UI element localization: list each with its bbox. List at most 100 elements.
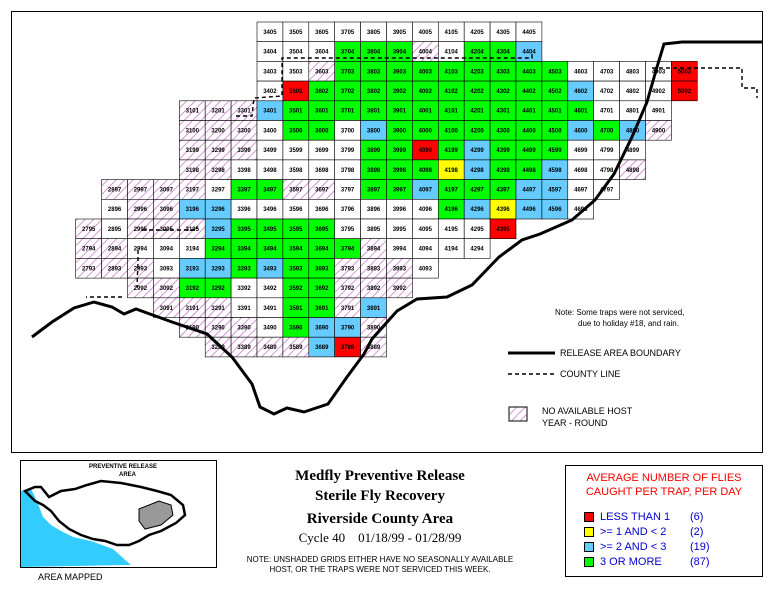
grid-cell-label: 2897 bbox=[108, 187, 122, 193]
grid-cell-label: 3597 bbox=[289, 187, 303, 193]
grid-cell-label: 3994 bbox=[393, 247, 407, 253]
grid-cell-label: 4099 bbox=[419, 148, 433, 154]
grid-cell-label: 4199 bbox=[445, 148, 459, 154]
grid-cell-label: 4499 bbox=[522, 148, 536, 154]
grid-cell-label: 3298 bbox=[211, 168, 225, 174]
grid-cell-label: 3798 bbox=[341, 168, 355, 174]
grid-cell-label: 3704 bbox=[341, 50, 355, 56]
grid-cell-label: 3799 bbox=[341, 148, 355, 154]
grid-cell-label: 3797 bbox=[341, 187, 355, 193]
legend-swatch-green bbox=[584, 557, 594, 567]
grid-cell-label: 3893 bbox=[367, 266, 381, 272]
grid-cell-label: 3792 bbox=[341, 286, 355, 292]
inset-map: PREVENTIVE RELEASE AREA bbox=[20, 460, 217, 568]
legend-host-swatch bbox=[508, 406, 528, 422]
grid-cell-label: 3292 bbox=[211, 286, 225, 292]
inset-mapped-area bbox=[138, 500, 174, 530]
grid-cell-label: 3996 bbox=[393, 207, 407, 213]
grid-cell-label: 3193 bbox=[186, 266, 200, 272]
grid-cell-label: 3889 bbox=[367, 345, 381, 351]
grid-cell-label: 4698 bbox=[574, 168, 588, 174]
grid-cell-label: 3901 bbox=[393, 109, 407, 115]
grid-cell-3992 bbox=[386, 277, 413, 299]
grid-cell-label: 3702 bbox=[341, 89, 355, 95]
title-note-1: NOTE: UNSHADED GRIDS EITHER HAVE NO SEAS… bbox=[246, 555, 514, 564]
legend-title-1: AVERAGE NUMBER OF FLIES bbox=[586, 472, 742, 484]
grid-cell-label: 4105 bbox=[445, 30, 459, 36]
grid-cell-label: 3092 bbox=[160, 286, 174, 292]
grid-cell-label: 3595 bbox=[289, 227, 303, 233]
grid-cell-label: 3391 bbox=[237, 306, 251, 312]
grid-cell-label: 4302 bbox=[496, 89, 510, 95]
grid-cell-label: 3389 bbox=[237, 345, 251, 351]
legend-label-red: LESS THAN 1 bbox=[600, 511, 671, 523]
legend-label-green: 3 OR MORE bbox=[600, 556, 662, 568]
grid-cell-label: 3199 bbox=[186, 148, 200, 154]
grid-cell-label: 4095 bbox=[419, 227, 433, 233]
grid-cell-label: 3905 bbox=[393, 30, 407, 36]
grid-cell-label: 3492 bbox=[263, 286, 277, 292]
grid-cell-label: 4201 bbox=[470, 109, 484, 115]
grid-cell-label: 4000 bbox=[419, 128, 433, 134]
grid-cell-label: 3496 bbox=[263, 207, 277, 213]
grid-cell-label: 3600 bbox=[315, 128, 329, 134]
grid-cell-label: 4304 bbox=[496, 50, 510, 56]
grid-cell-label: 3197 bbox=[186, 187, 200, 193]
grid-cell-label: 4298 bbox=[470, 168, 484, 174]
grid-cell-label: 3396 bbox=[237, 207, 251, 213]
note-line-1: Note: Some traps were not serviced, bbox=[555, 308, 685, 317]
grid-cell-label: 4197 bbox=[445, 187, 459, 193]
grid-cell-label: 2994 bbox=[134, 247, 148, 253]
grid-cell-label: 4294 bbox=[470, 247, 484, 253]
grid-cell-label: 4500 bbox=[548, 128, 562, 134]
grid-cell-label: 3291 bbox=[211, 306, 225, 312]
grid-cell-label: 3603 bbox=[315, 69, 329, 75]
grid-cell-label: 4599 bbox=[548, 148, 562, 154]
grid-cell-label: 3902 bbox=[393, 89, 407, 95]
grid-cell-4093 bbox=[412, 258, 439, 279]
grid-cell-label: 3498 bbox=[263, 168, 277, 174]
grid-cell-label: 3791 bbox=[341, 306, 355, 312]
grid-cell-label: 4802 bbox=[626, 89, 640, 95]
inset-land-outline bbox=[22, 479, 187, 547]
grid-cell-label: 3899 bbox=[367, 148, 381, 154]
grid-cell-label: 4700 bbox=[600, 128, 614, 134]
grid-cell-label: 4898 bbox=[626, 168, 640, 174]
grid-cell-label: 2896 bbox=[108, 207, 122, 213]
grid-cell-label: 3194 bbox=[186, 247, 200, 253]
grid-cell-label: 3690 bbox=[315, 325, 329, 331]
grid-cell-4696 bbox=[567, 199, 594, 220]
grid-cell-label: 3894 bbox=[367, 247, 381, 253]
grid-cell-label: 3693 bbox=[315, 266, 329, 272]
grid-cell-label: 4205 bbox=[470, 30, 484, 36]
grid-cell-label: 2997 bbox=[134, 187, 148, 193]
grid-cell-label: 4401 bbox=[522, 109, 536, 115]
grid-cell-label: 3200 bbox=[211, 128, 225, 134]
grid-cell-label: 3598 bbox=[289, 168, 303, 174]
grid-cell-label: 3293 bbox=[211, 266, 225, 272]
grid-cell-label: 4102 bbox=[445, 89, 459, 95]
grid-cell-label: 3501 bbox=[289, 109, 303, 115]
grid-cell-label: 3094 bbox=[160, 247, 174, 253]
grid-cell-label: 4801 bbox=[626, 109, 640, 115]
grid-cell-label: 3491 bbox=[263, 306, 277, 312]
grid-cell-label: 4100 bbox=[445, 128, 459, 134]
legend-host-label-1: NO AVAILABLE HOST bbox=[542, 406, 633, 416]
grid-cell-label: 3700 bbox=[341, 128, 355, 134]
grid-cell-label: 3596 bbox=[289, 207, 303, 213]
grid-cell-label: 3497 bbox=[263, 187, 277, 193]
grid-cell-label: 3692 bbox=[315, 286, 329, 292]
title-line-2: Sterile Fly Recovery bbox=[315, 488, 445, 504]
grid-cell-label: 4096 bbox=[419, 207, 433, 213]
grid-cell-label: 3903 bbox=[393, 69, 407, 75]
grid-cell-label: 3495 bbox=[263, 227, 277, 233]
grid-cell-label: 3590 bbox=[289, 325, 303, 331]
grid-cell-label: 3093 bbox=[160, 266, 174, 272]
grid-cell-label: 4299 bbox=[470, 148, 484, 154]
grid-cell-label: 4702 bbox=[600, 89, 614, 95]
grid-cell-label: 3400 bbox=[263, 128, 277, 134]
grid-cell-label: 3493 bbox=[263, 266, 277, 272]
grid-cell-label: 4202 bbox=[470, 89, 484, 95]
legend-count-red: (6) bbox=[690, 511, 704, 523]
grid-cell-label: 3394 bbox=[237, 247, 251, 253]
